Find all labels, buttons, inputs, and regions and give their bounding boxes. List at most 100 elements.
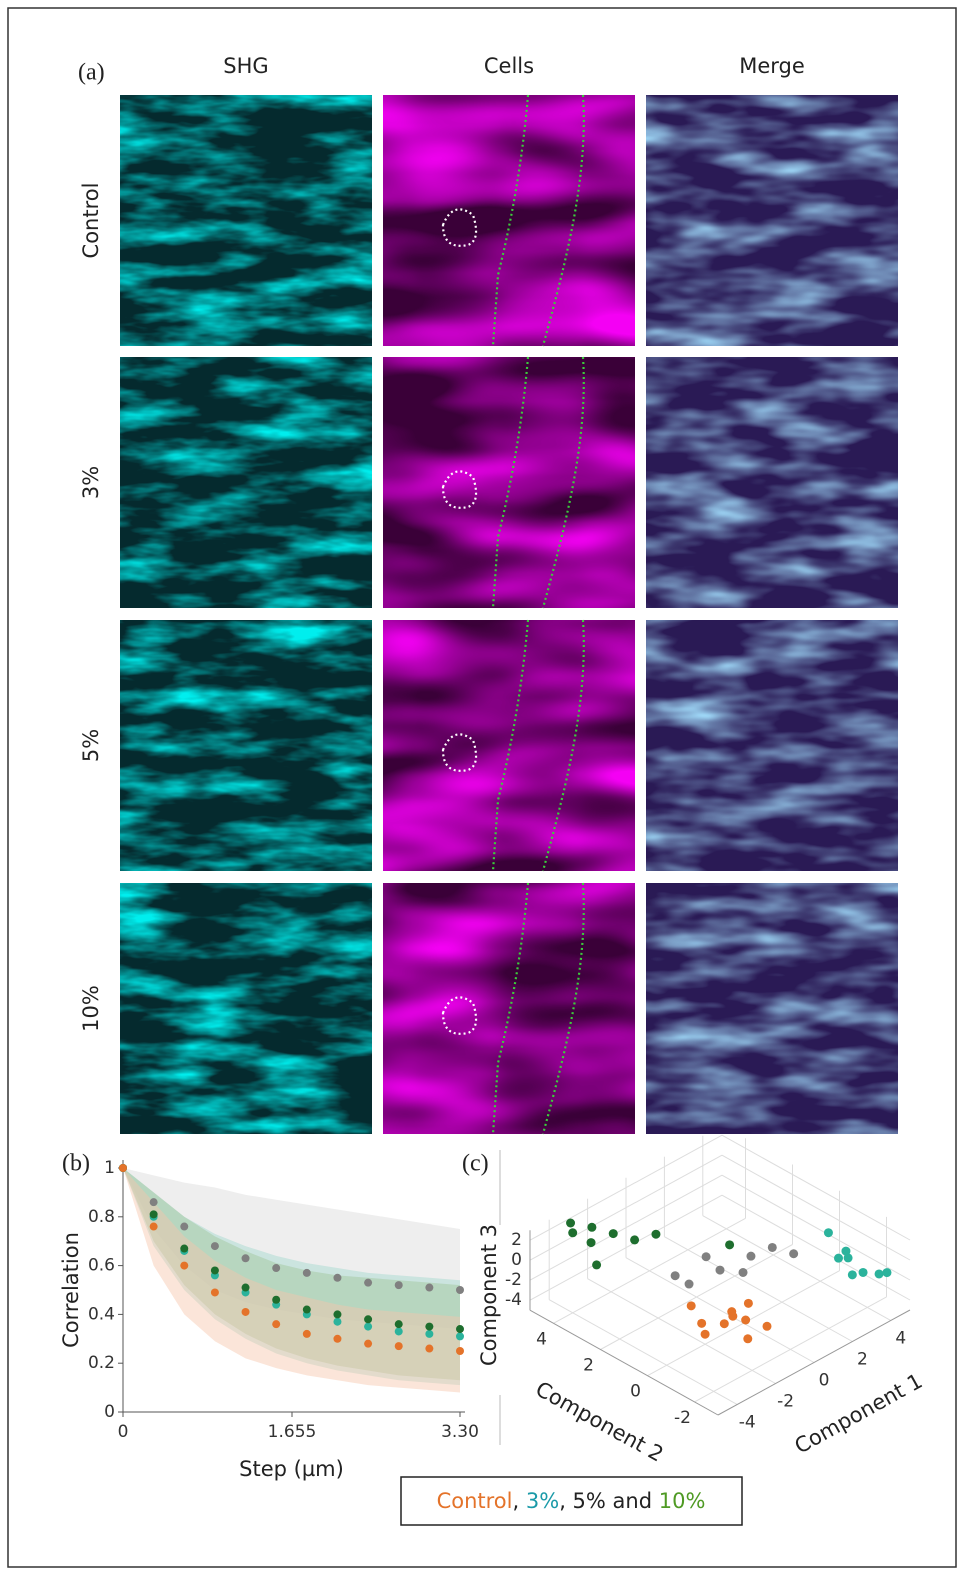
legend-text: ,	[513, 1489, 526, 1513]
data-point	[701, 1330, 710, 1339]
micrograph-texture	[120, 95, 372, 346]
row-label: Control	[79, 183, 103, 259]
data-point	[587, 1223, 596, 1232]
data-point	[364, 1323, 372, 1331]
data-point	[180, 1262, 188, 1270]
y-tick-label: 0.6	[88, 1256, 115, 1276]
data-point	[150, 1210, 158, 1218]
x-tick-label: 2	[857, 1350, 868, 1370]
grid-line	[722, 1175, 910, 1280]
data-point	[859, 1268, 868, 1277]
micrograph-texture	[646, 620, 898, 871]
data-point	[211, 1266, 219, 1274]
data-point	[272, 1264, 280, 1272]
micrograph-texture	[120, 620, 372, 871]
z-tick-label: -4	[505, 1290, 522, 1310]
micrograph-texture	[646, 883, 898, 1134]
y-axis-title: Correlation	[59, 1232, 83, 1348]
data-point	[303, 1306, 311, 1314]
data-point	[725, 1240, 734, 1249]
y-tick-label: 0.8	[88, 1207, 115, 1227]
column-header: Cells	[484, 54, 534, 78]
y-tick-label: 0	[104, 1402, 115, 1422]
data-point	[687, 1301, 696, 1310]
figure: (a) SHGCellsMergeControl3%5%10% (b) (c) …	[0, 0, 964, 1575]
data-point	[739, 1268, 748, 1277]
data-point	[180, 1223, 188, 1231]
legend-text: 10%	[659, 1489, 706, 1513]
legend-text: Control	[437, 1489, 513, 1513]
data-point	[746, 1252, 755, 1261]
data-point	[568, 1228, 577, 1237]
data-point	[763, 1322, 772, 1331]
data-point	[744, 1299, 753, 1308]
data-point	[768, 1243, 777, 1252]
data-point	[841, 1247, 850, 1256]
data-point	[609, 1229, 618, 1238]
x-tick-label: 0	[819, 1371, 830, 1391]
data-point	[728, 1312, 737, 1321]
data-point	[875, 1269, 884, 1278]
legend-text: 3%	[526, 1489, 559, 1513]
data-point	[272, 1320, 280, 1328]
data-point	[848, 1270, 857, 1279]
data-point	[789, 1249, 798, 1258]
data-point	[824, 1228, 833, 1237]
micrograph-texture	[120, 883, 372, 1134]
y-tick-label: -2	[674, 1408, 691, 1428]
data-point	[303, 1269, 311, 1277]
data-point	[211, 1288, 219, 1296]
micrograph-texture	[646, 357, 898, 608]
data-point	[333, 1318, 341, 1326]
data-point	[743, 1334, 752, 1343]
data-point	[671, 1271, 680, 1280]
micrograph-texture	[383, 883, 635, 1134]
data-point	[395, 1320, 403, 1328]
data-point	[592, 1260, 601, 1269]
y-tick-label: 4	[536, 1329, 547, 1349]
data-point	[834, 1254, 843, 1263]
data-point	[180, 1245, 188, 1253]
data-point	[685, 1280, 694, 1289]
x-tick-label: -4	[739, 1413, 756, 1433]
legend: Control, 3%, 5% and 10%	[437, 1489, 706, 1513]
page: (a) SHGCellsMergeControl3%5%10% (b) (c) …	[0, 0, 964, 1579]
data-point	[651, 1230, 660, 1239]
data-point	[211, 1242, 219, 1250]
column-header: SHG	[223, 54, 268, 78]
data-point	[150, 1198, 158, 1206]
z-tick-label: -2	[505, 1270, 522, 1290]
data-point	[242, 1308, 250, 1316]
data-point	[242, 1284, 250, 1292]
data-point	[242, 1254, 250, 1262]
data-point	[333, 1274, 341, 1282]
grid-line	[722, 1135, 910, 1240]
data-point	[395, 1281, 403, 1289]
data-point	[456, 1325, 464, 1333]
x-axis-title: Component 1	[791, 1369, 927, 1459]
z-tick-label: 2	[511, 1230, 522, 1250]
data-point	[720, 1319, 729, 1328]
data-point	[364, 1315, 372, 1323]
data-point	[425, 1323, 433, 1331]
column-header: Merge	[739, 54, 805, 78]
data-point	[272, 1296, 280, 1304]
micrograph-texture	[646, 95, 898, 346]
y-tick-label: 1	[104, 1158, 115, 1178]
y-tick-label: 0	[630, 1382, 641, 1402]
row-label: 3%	[79, 466, 103, 499]
data-point	[333, 1335, 341, 1343]
panel-label: (b)	[62, 1151, 90, 1177]
grid-line	[722, 1155, 910, 1260]
x-tick-label: 0	[118, 1422, 129, 1442]
grid-line	[549, 1300, 737, 1405]
data-point	[697, 1319, 706, 1328]
x-tick-label: 1.655	[268, 1422, 317, 1442]
panel-label: (a)	[78, 60, 105, 86]
panel-label: (c)	[462, 1151, 489, 1177]
data-point	[425, 1330, 433, 1338]
data-point	[425, 1345, 433, 1353]
y-axis-title: Component 2	[532, 1377, 668, 1467]
data-point	[456, 1286, 464, 1294]
data-point	[702, 1252, 711, 1261]
